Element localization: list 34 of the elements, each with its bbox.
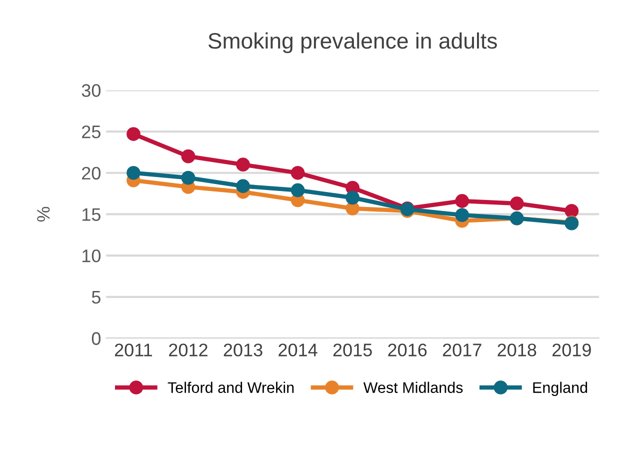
point [181,170,196,185]
point [455,208,470,222]
point [290,183,305,198]
x-tick-label: 2017 [442,344,482,356]
chart-title: Smoking prevalence in adults [208,32,497,54]
legend-label: Telford and Wrekin [168,382,294,393]
y-axis-title: % [37,206,50,222]
x-tick-label: 2019 [552,344,591,356]
legend-label: England [533,382,588,396]
point [455,194,470,208]
point [564,204,579,218]
point [346,190,360,205]
y-tick-label: 30 [82,84,101,97]
legend-label: West Midlands [363,382,463,393]
y-tick-label: 5 [92,291,100,304]
y-tick-label: 25 [82,125,100,138]
point [510,196,524,210]
point [236,158,250,172]
point [236,179,250,194]
x-tick-label: 2013 [224,344,262,356]
point [181,149,196,164]
x-tick-label: 2012 [169,344,208,356]
point [126,166,140,180]
point [126,127,140,141]
x-tick-label: 2015 [333,344,372,356]
y-tick-label: 20 [82,166,101,180]
y-tick-label: 0 [92,332,101,345]
point [290,166,305,180]
x-tick-label: 2016 [388,344,427,356]
x-tick-label: 2014 [278,344,318,356]
x-tick-label: 2011 [114,344,152,356]
y-tick-label: 10 [82,250,101,262]
x-tick-label: 2018 [498,344,536,356]
y-tick-label: 15 [82,208,100,221]
